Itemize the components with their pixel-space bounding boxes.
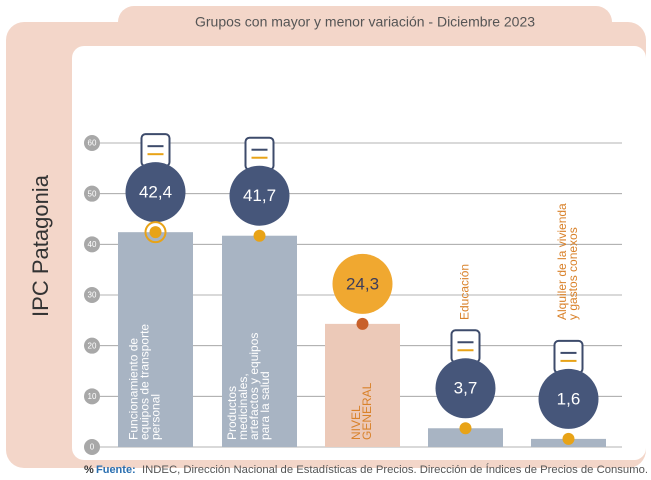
panel-label: IPC Patagonia: [28, 174, 53, 317]
value-bubble: [125, 162, 186, 223]
y-tick-label: 20: [88, 341, 97, 350]
category-label: Funcionamiento de equipos de transporte …: [127, 321, 163, 440]
unit-label: %: [84, 464, 94, 476]
marker-dot: [562, 432, 575, 445]
value-label: 42,4: [139, 183, 172, 202]
category-line: Alquiler de la vivienda: [555, 200, 569, 320]
marker-dot: [356, 317, 369, 330]
y-tick-label: 50: [88, 189, 97, 198]
category-line: Productos: [225, 383, 239, 440]
category-line: Educación: [458, 264, 472, 320]
y-tick-label: 60: [88, 139, 97, 148]
category-label: Educación: [458, 264, 472, 320]
value-bubble: [332, 253, 393, 314]
y-tick-dot: [84, 337, 100, 354]
value-bubble: [229, 165, 290, 226]
bar: [118, 232, 193, 447]
chart-title: Grupos con mayor y menor variación - Dic…: [195, 14, 535, 30]
source-label: Fuente:: [96, 464, 136, 476]
category-label: NIVEL GENERAL: [349, 382, 374, 440]
marker-dot: [149, 226, 162, 239]
bar: [428, 428, 503, 447]
marker-dot: [459, 422, 472, 435]
value-bubble: [435, 358, 496, 419]
category-line: equipos de transporte: [138, 321, 152, 440]
category-label: Alquiler de la vivienda y gastos conexos: [555, 200, 580, 320]
icon: [140, 133, 171, 168]
y-tick-dot: [84, 135, 100, 151]
category-label: Productos medicinales, artefactos y equi…: [225, 329, 272, 440]
y-tick-label: 40: [88, 240, 97, 249]
value-label: 3,7: [454, 379, 478, 398]
category-line: personal: [149, 394, 163, 440]
icon: [244, 136, 275, 171]
category-line: medicinales,: [236, 370, 250, 440]
y-tick-label: 30: [88, 291, 97, 300]
category-line: GENERAL: [360, 382, 374, 440]
source-text: INDEC, Dirección Nacional de Estadística…: [142, 463, 648, 476]
bar: [325, 323, 400, 447]
bar: [222, 235, 297, 447]
category-line: y gastos conexos: [566, 227, 580, 320]
value-bubble: [538, 368, 599, 429]
y-tick-dot: [84, 185, 100, 202]
y-tick-dot: [84, 439, 100, 455]
card: [72, 46, 646, 460]
y-tick-dot: [84, 236, 100, 253]
y-tick-dot: [84, 287, 100, 303]
marker-dot: [253, 229, 266, 242]
y-tick-label: 0: [90, 443, 95, 452]
y-tick-dot: [84, 388, 100, 405]
category-line: NIVEL: [349, 402, 363, 440]
category-line: artefactos y equipos: [247, 329, 261, 440]
category-line: Funcionamiento de: [127, 335, 141, 440]
icon: [450, 329, 481, 364]
value-label: 24,3: [346, 274, 379, 293]
icon: [553, 339, 584, 374]
value-label: 1,6: [557, 389, 581, 408]
y-tick-label: 10: [88, 392, 97, 401]
marker-ring: [144, 221, 167, 244]
title-pill: [118, 6, 612, 38]
category-line: para la salud: [258, 371, 272, 440]
value-label: 41,7: [243, 186, 276, 205]
